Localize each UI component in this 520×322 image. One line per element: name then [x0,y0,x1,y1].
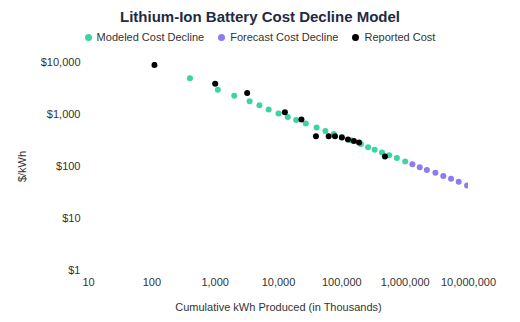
svg-text:1,000,000: 1,000,000 [381,276,430,288]
html-text:Modeled Cost Decline: Modeled Cost Decline [96,31,205,43]
svg-text:100: 100 [143,276,161,288]
svg-text:10,000,000: 10,000,000 [441,276,496,288]
html-text:Reported Cost: Reported Cost [364,31,436,43]
svg-text:1,000: 1,000 [201,276,229,288]
svg-text:Cumulative kWh Produced (in Th: Cumulative kWh Produced (in Thousands) [175,301,381,313]
html-text:Lithium-Ion Battery Cost Decli: Lithium-Ion Battery Cost Decline Model [120,8,400,25]
svg-text:10,000: 10,000 [262,276,296,288]
html-text:Forecast Cost Decline: Forecast Cost Decline [230,31,339,43]
svg-text:$10: $10 [62,212,80,224]
svg-text:$10,000: $10,000 [41,56,81,68]
svg-text:$1,000: $1,000 [47,108,81,120]
svg-text:$/kWh: $/kWh [16,151,28,182]
svg-text:$100: $100 [56,160,80,172]
svg-text:100,000: 100,000 [322,276,362,288]
svg-text:10: 10 [82,276,94,288]
svg-text:$1: $1 [68,264,80,276]
